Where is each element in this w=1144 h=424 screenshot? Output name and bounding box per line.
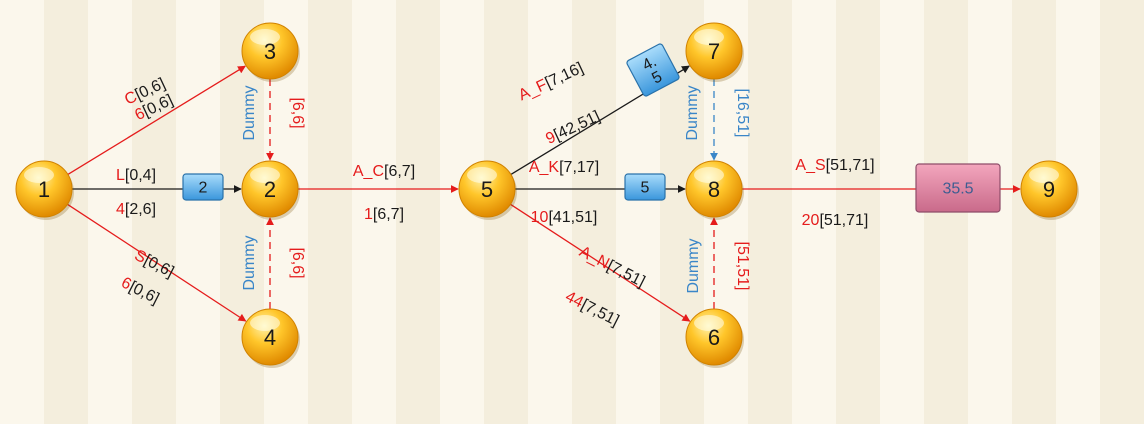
node-highlight [250,315,280,331]
activity-interval: [7,16] [543,60,586,92]
activity-label-8-9: A_S[51,71] [795,157,874,174]
edge-box-shape [182,173,224,201]
dummy-interval-3-2: [6,6] [289,97,306,128]
node-highlight [694,315,724,331]
activity-name: A_K [529,159,560,176]
activity-interval: [7,51] [604,257,647,290]
activity-label-5-8: A_K[7,17] [529,159,599,176]
duration-label-5-7: 9[42,51] [543,108,603,148]
node-label: 3 [264,39,276,64]
activity-label-1-2: L[0,4] [116,167,156,184]
activity-interval: [6,7] [384,163,415,180]
edge-1-4 [67,203,247,322]
node-label: 9 [1043,177,1055,202]
node-3[interactable]: 3 [241,22,300,82]
activity-name: A_C [353,163,384,180]
activity-duration: 44 [562,288,586,311]
duration-interval: [42,51] [551,108,603,144]
node-label: 8 [708,177,720,202]
edge-box-5-7: 4.5 [626,43,680,97]
edge-box-5-8: 5 [624,173,666,201]
activity-interval: [0,6] [141,252,176,281]
duration-label-1-2: 4[2,6] [116,201,156,218]
activity-interval: [0,4] [125,167,156,184]
node-9[interactable]: 9 [1020,160,1079,220]
activity-duration: 10 [531,209,549,226]
activity-label-5-7: A_F[7,16] [516,60,586,105]
dummy-interval-6-8: [51,51] [734,242,751,291]
node-label: 5 [481,177,493,202]
duration-interval: [0,6] [126,278,161,307]
duration-interval: [51,71] [819,212,868,229]
node-layer: 1 2 3 4 5 6 7 8 9 [15,22,1079,368]
node-label: 4 [264,325,276,350]
edge-box-shape [915,163,1001,213]
dummy-interval-4-2: [6,6] [289,247,306,278]
node-5[interactable]: 5 [458,160,517,220]
node-label: 7 [708,39,720,64]
node-highlight [250,29,280,45]
duration-interval: [6,7] [373,206,404,223]
edge-box-label: 5 [641,180,650,197]
node-highlight [467,167,497,183]
activity-label-1-4: S[0,6] [132,247,177,281]
edge-box-shape [626,43,680,97]
node-4[interactable]: 4 [241,308,300,368]
duration-label-5-6: 44[7,51] [562,288,621,329]
duration-label-2-5: 1[6,7] [364,206,404,223]
dummy-label-7-8: Dummy [684,85,701,140]
duration-interval: [41,51] [548,209,597,226]
node-1[interactable]: 1 [15,160,74,220]
node-6[interactable]: 6 [685,308,744,368]
node-label: 1 [38,177,50,202]
dummy-label-3-2: Dummy [241,85,258,140]
activity-name: A_S [795,157,825,174]
duration-interval: [7,51] [578,296,621,329]
edge-box-label: 35.5 [942,181,973,198]
node-highlight [250,167,280,183]
activity-label-5-6: A_N[7,51] [576,243,647,290]
node-highlight [1029,167,1059,183]
node-label: 6 [708,325,720,350]
node-2[interactable]: 2 [241,160,300,220]
dummy-interval-7-8: [16,51] [734,89,751,138]
node-highlight [24,167,54,183]
activity-duration: 4 [116,201,125,218]
activity-interval: [51,71] [826,157,875,174]
duration-label-8-9: 20[51,71] [802,212,869,229]
node-8[interactable]: 8 [685,160,744,220]
activity-interval: [7,17] [559,159,599,176]
activity-duration: 20 [802,212,820,229]
duration-label-5-8: 10[41,51] [531,209,598,226]
duration-interval: [2,6] [125,201,156,218]
edge-5-6 [510,203,691,322]
edge-box-label: 2 [199,180,208,197]
dummy-label-6-8: Dummy [685,238,702,293]
edge-box-8-9: 35.5 [915,163,1001,213]
activity-name: L [116,167,125,184]
duration-label-1-4: 6[0,6] [118,274,161,307]
node-highlight [694,167,724,183]
activity-label-2-5: A_C[6,7] [353,163,415,180]
node-7[interactable]: 7 [685,22,744,82]
node-label: 2 [264,177,276,202]
node-highlight [694,29,724,45]
edge-1-3 [67,65,246,175]
edge-box-1-2: 2 [182,173,224,201]
edge-box-shape [624,173,666,201]
dummy-label-4-2: Dummy [241,235,258,290]
activity-duration: 1 [364,206,373,223]
